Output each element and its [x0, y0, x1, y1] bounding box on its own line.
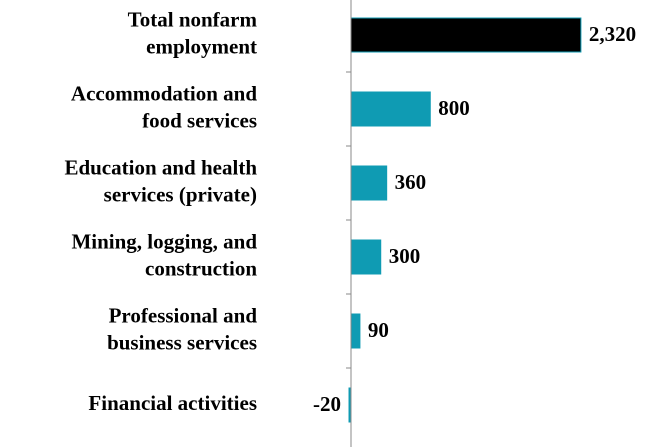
category-label: Total nonfarm — [128, 7, 258, 31]
value-label: 360 — [395, 170, 427, 194]
bar — [350, 239, 382, 275]
category-label: business services — [107, 330, 257, 354]
value-label: 800 — [438, 96, 470, 120]
category-label: Education and health — [64, 155, 257, 179]
category-label: Mining, logging, and — [71, 229, 257, 253]
value-label: -20 — [313, 392, 341, 416]
value-label: 300 — [389, 244, 421, 268]
value-label: 90 — [368, 318, 389, 342]
category-label: services (private) — [104, 182, 257, 206]
category-label: Financial activities — [88, 391, 257, 415]
bar — [350, 17, 582, 53]
category-label: construction — [145, 256, 257, 280]
category-label: employment — [146, 34, 257, 58]
category-label: Accommodation and — [71, 81, 257, 105]
bar — [350, 91, 431, 127]
category-label: Professional and — [109, 303, 258, 327]
value-label: 2,320 — [589, 22, 636, 46]
category-label: food services — [142, 108, 257, 132]
bar — [350, 165, 388, 201]
bar — [350, 313, 361, 349]
